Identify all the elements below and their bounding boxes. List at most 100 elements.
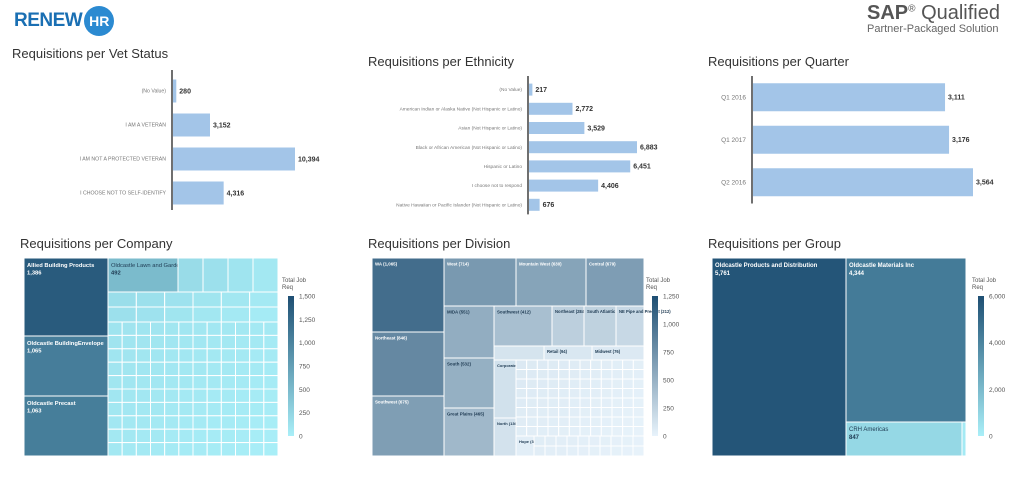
treemap-cell[interactable] (249, 334, 265, 350)
treemap-cell[interactable] (150, 334, 166, 350)
bar[interactable] (529, 122, 585, 134)
treemap-cell[interactable] (177, 258, 204, 293)
treemap-cell[interactable] (536, 416, 549, 427)
treemap-cell[interactable] (372, 395, 445, 457)
treemap-cell[interactable] (249, 415, 265, 430)
treemap-cell[interactable] (547, 397, 560, 408)
treemap-cell[interactable] (220, 321, 236, 336)
treemap-cell[interactable] (632, 426, 645, 437)
treemap-cell[interactable] (712, 258, 847, 457)
treemap-cell[interactable] (611, 359, 624, 370)
treemap-cell[interactable] (526, 407, 538, 418)
treemap-cell[interactable] (493, 359, 517, 419)
treemap-cell[interactable] (121, 442, 137, 457)
treemap-cell[interactable] (150, 348, 166, 363)
bar[interactable] (753, 125, 950, 154)
treemap-cell[interactable] (249, 442, 265, 457)
treemap-cell[interactable] (610, 445, 623, 457)
bar[interactable] (753, 168, 973, 197)
treemap-cell[interactable] (107, 401, 123, 417)
treemap-cell[interactable] (568, 388, 581, 399)
treemap-cell[interactable] (558, 407, 570, 418)
treemap-cell[interactable] (558, 369, 570, 380)
treemap-cell[interactable] (845, 421, 963, 457)
treemap-cell[interactable] (178, 428, 194, 444)
treemap-cell[interactable] (372, 258, 445, 333)
treemap-cell[interactable] (107, 348, 123, 363)
treemap-cell[interactable] (220, 428, 236, 444)
treemap-cell[interactable] (558, 397, 570, 408)
treemap-cell[interactable] (526, 359, 538, 370)
treemap-cell[interactable] (263, 442, 279, 457)
treemap-cell[interactable] (107, 361, 123, 377)
treemap-cell[interactable] (263, 361, 279, 377)
treemap-cell[interactable] (622, 416, 634, 427)
treemap-cell[interactable] (526, 378, 538, 389)
treemap-cell[interactable] (235, 442, 251, 457)
treemap-cell[interactable] (622, 397, 634, 408)
treemap-cell[interactable] (568, 426, 581, 437)
treemap-cell[interactable] (150, 428, 166, 444)
treemap-cell[interactable] (515, 407, 528, 418)
treemap-cell[interactable] (178, 375, 194, 390)
treemap-cell[interactable] (121, 401, 137, 417)
treemap-cell[interactable] (202, 258, 229, 293)
treemap-cell[interactable] (263, 375, 279, 390)
treemap-cell[interactable] (632, 416, 645, 427)
treemap-cell[interactable] (121, 361, 137, 377)
treemap-cell[interactable] (526, 388, 538, 399)
treemap-cell[interactable] (615, 305, 645, 347)
treemap-cell[interactable] (566, 435, 579, 447)
treemap-cell[interactable] (590, 369, 602, 380)
treemap-cell[interactable] (206, 361, 222, 377)
treemap-cell[interactable] (178, 361, 194, 377)
treemap-cell[interactable] (135, 291, 166, 308)
treemap-cell[interactable] (135, 321, 152, 336)
treemap-cell[interactable] (206, 415, 222, 430)
treemap-cell[interactable] (263, 348, 279, 363)
treemap-cell[interactable] (164, 321, 180, 336)
treemap-cell[interactable] (579, 378, 592, 389)
treemap-cell[interactable] (533, 445, 546, 457)
treemap-cell[interactable] (590, 397, 602, 408)
treemap-cell[interactable] (107, 415, 123, 430)
treemap-cell[interactable] (192, 321, 208, 336)
treemap-cell[interactable] (135, 348, 152, 363)
treemap-cell[interactable] (579, 359, 592, 370)
bar[interactable] (529, 83, 533, 96)
treemap-cell[interactable] (544, 435, 557, 447)
treemap-cell[interactable] (235, 388, 251, 403)
treemap-cell[interactable] (220, 291, 251, 308)
treemap-cell[interactable] (632, 388, 645, 399)
treemap-cell[interactable] (178, 348, 194, 363)
treemap-cell[interactable] (249, 291, 279, 308)
treemap-cell[interactable] (107, 388, 123, 403)
treemap-cell[interactable] (590, 426, 602, 437)
treemap-cell[interactable] (150, 361, 166, 377)
treemap-cell[interactable] (178, 442, 194, 457)
treemap-cell[interactable] (577, 435, 590, 447)
treemap-cell[interactable] (164, 428, 180, 444)
treemap-cell[interactable] (220, 388, 236, 403)
treemap-cell[interactable] (558, 388, 570, 399)
treemap-cell[interactable] (568, 397, 581, 408)
treemap-cell[interactable] (568, 378, 581, 389)
treemap-cell[interactable] (590, 359, 602, 370)
bar[interactable] (529, 160, 631, 173)
treemap-cell[interactable] (121, 388, 137, 403)
treemap-cell[interactable] (961, 421, 967, 457)
treemap-cell[interactable] (583, 305, 617, 347)
bar[interactable] (529, 198, 540, 211)
treemap-cell[interactable] (590, 378, 602, 389)
treemap-cell[interactable] (632, 407, 645, 418)
bar[interactable] (173, 79, 177, 103)
treemap-cell[interactable] (515, 397, 528, 408)
treemap-cell[interactable] (600, 388, 613, 399)
treemap-cell[interactable] (235, 415, 251, 430)
treemap-cell[interactable] (135, 361, 152, 377)
treemap-cell[interactable] (372, 331, 445, 397)
treemap-cell[interactable] (206, 348, 222, 363)
treemap-cell[interactable] (493, 345, 545, 361)
treemap-cell[interactable] (533, 435, 546, 447)
treemap-cell[interactable] (135, 375, 152, 390)
